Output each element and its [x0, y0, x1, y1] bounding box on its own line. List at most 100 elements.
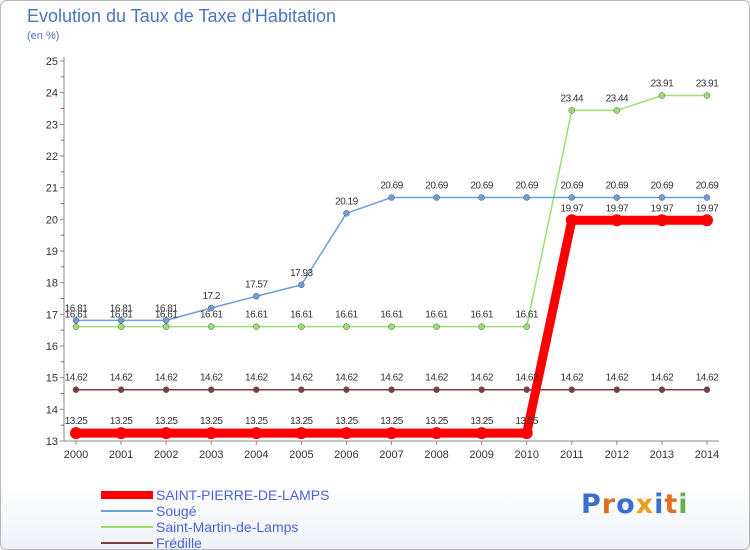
data-label: 16.81 — [65, 303, 88, 314]
data-point[interactable] — [72, 317, 80, 324]
data-label: 14.62 — [335, 373, 358, 384]
data-point[interactable] — [478, 386, 485, 393]
data-point[interactable] — [478, 194, 485, 201]
data-point[interactable] — [253, 323, 260, 330]
data-point[interactable] — [433, 323, 440, 330]
data-label: 13.25 — [155, 416, 178, 427]
y-tick-label: 24 — [46, 88, 58, 100]
data-point[interactable] — [162, 323, 170, 330]
data-point[interactable] — [433, 194, 440, 201]
data-label: 14.62 — [425, 373, 448, 384]
data-point[interactable] — [430, 427, 443, 440]
x-tick-label: 2005 — [289, 449, 313, 461]
data-point[interactable] — [295, 427, 308, 440]
data-point[interactable] — [613, 386, 621, 393]
data-point[interactable] — [523, 323, 530, 330]
data-point[interactable] — [523, 194, 530, 201]
data-label: 13.25 — [245, 416, 268, 427]
data-point[interactable] — [433, 386, 440, 393]
data-point[interactable] — [207, 304, 215, 312]
data-point[interactable] — [117, 317, 125, 324]
data-point[interactable] — [298, 386, 305, 393]
data-point[interactable] — [568, 107, 576, 114]
data-point[interactable] — [568, 386, 576, 393]
y-tick-label: 19 — [46, 246, 58, 258]
legend-item[interactable]: Saint-Martin-de-Lamps — [101, 519, 401, 535]
legend-label: Sougé — [156, 503, 197, 519]
data-point[interactable] — [658, 92, 666, 99]
data-point[interactable] — [701, 214, 713, 227]
data-label: 14.62 — [606, 373, 629, 384]
data-point[interactable] — [70, 427, 82, 440]
legend-swatch — [101, 510, 153, 512]
data-label: 16.61 — [380, 310, 403, 321]
data-label: 20.69 — [561, 180, 584, 191]
data-point[interactable] — [655, 214, 668, 227]
y-tick-label: 13 — [46, 436, 58, 448]
x-tick-label: 2008 — [424, 449, 448, 461]
data-point[interactable] — [72, 323, 80, 330]
data-point[interactable] — [253, 386, 260, 393]
data-point[interactable] — [253, 293, 260, 300]
data-point[interactable] — [568, 194, 576, 201]
proxiti-logo[interactable]: Proxiti — [581, 489, 689, 520]
legend-item[interactable]: SAINT-PIERRE-DE-LAMPS — [101, 487, 401, 503]
data-point[interactable] — [388, 194, 395, 201]
data-point[interactable] — [523, 386, 530, 393]
data-point[interactable] — [343, 210, 350, 217]
data-point[interactable] — [298, 323, 305, 330]
data-point[interactable] — [658, 386, 666, 393]
legend-item[interactable]: Frédille — [101, 535, 401, 549]
data-point[interactable] — [207, 323, 215, 330]
legend: SAINT-PIERRE-DE-LAMPS Sougé Saint-Martin-d… — [101, 487, 401, 549]
data-label: 23.91 — [696, 79, 719, 90]
data-point[interactable] — [205, 427, 218, 440]
data-point[interactable] — [613, 194, 621, 201]
x-tick-label: 2012 — [605, 449, 629, 461]
data-label: 13.25 — [470, 416, 493, 427]
data-point[interactable] — [343, 386, 350, 393]
data-label: 14.62 — [65, 373, 88, 384]
data-point[interactable] — [160, 427, 173, 440]
data-point[interactable] — [520, 427, 533, 440]
data-point[interactable] — [250, 427, 263, 440]
y-tick-label: 21 — [46, 183, 58, 195]
data-label: 20.69 — [606, 180, 629, 191]
data-point[interactable] — [388, 323, 395, 330]
data-label: 16.61 — [245, 310, 268, 321]
data-point[interactable] — [385, 427, 398, 440]
data-point[interactable] — [117, 386, 125, 393]
data-point[interactable] — [565, 214, 578, 227]
data-label: 14.62 — [561, 373, 584, 384]
data-point[interactable] — [72, 386, 80, 393]
data-point[interactable] — [703, 386, 711, 393]
y-tick-label: 23 — [46, 119, 58, 131]
data-point[interactable] — [115, 427, 128, 440]
data-point[interactable] — [343, 323, 350, 330]
data-point[interactable] — [162, 386, 170, 393]
data-point[interactable] — [388, 386, 395, 393]
chart-unit-label: (en %) — [27, 30, 60, 42]
data-point[interactable] — [703, 194, 711, 201]
data-point[interactable] — [610, 214, 623, 227]
data-label: 16.61 — [110, 310, 133, 321]
data-point[interactable] — [207, 386, 215, 393]
data-label: 16.61 — [65, 310, 88, 321]
data-point[interactable] — [613, 107, 621, 114]
data-point[interactable] — [162, 317, 170, 324]
data-point[interactable] — [340, 427, 353, 440]
data-label: 20.69 — [425, 180, 448, 191]
data-point[interactable] — [475, 427, 488, 440]
data-point[interactable] — [658, 194, 666, 201]
data-point[interactable] — [298, 281, 305, 289]
data-point[interactable] — [703, 92, 711, 99]
data-point[interactable] — [478, 323, 485, 330]
data-point[interactable] — [117, 323, 125, 330]
x-tick-label: 2003 — [199, 449, 223, 461]
legend-item[interactable]: Sougé — [101, 503, 401, 519]
y-tick-label: 15 — [46, 373, 58, 385]
data-label: 13.25 — [290, 416, 313, 427]
x-tick-label: 2006 — [334, 449, 358, 461]
data-label: 23.44 — [606, 93, 629, 104]
